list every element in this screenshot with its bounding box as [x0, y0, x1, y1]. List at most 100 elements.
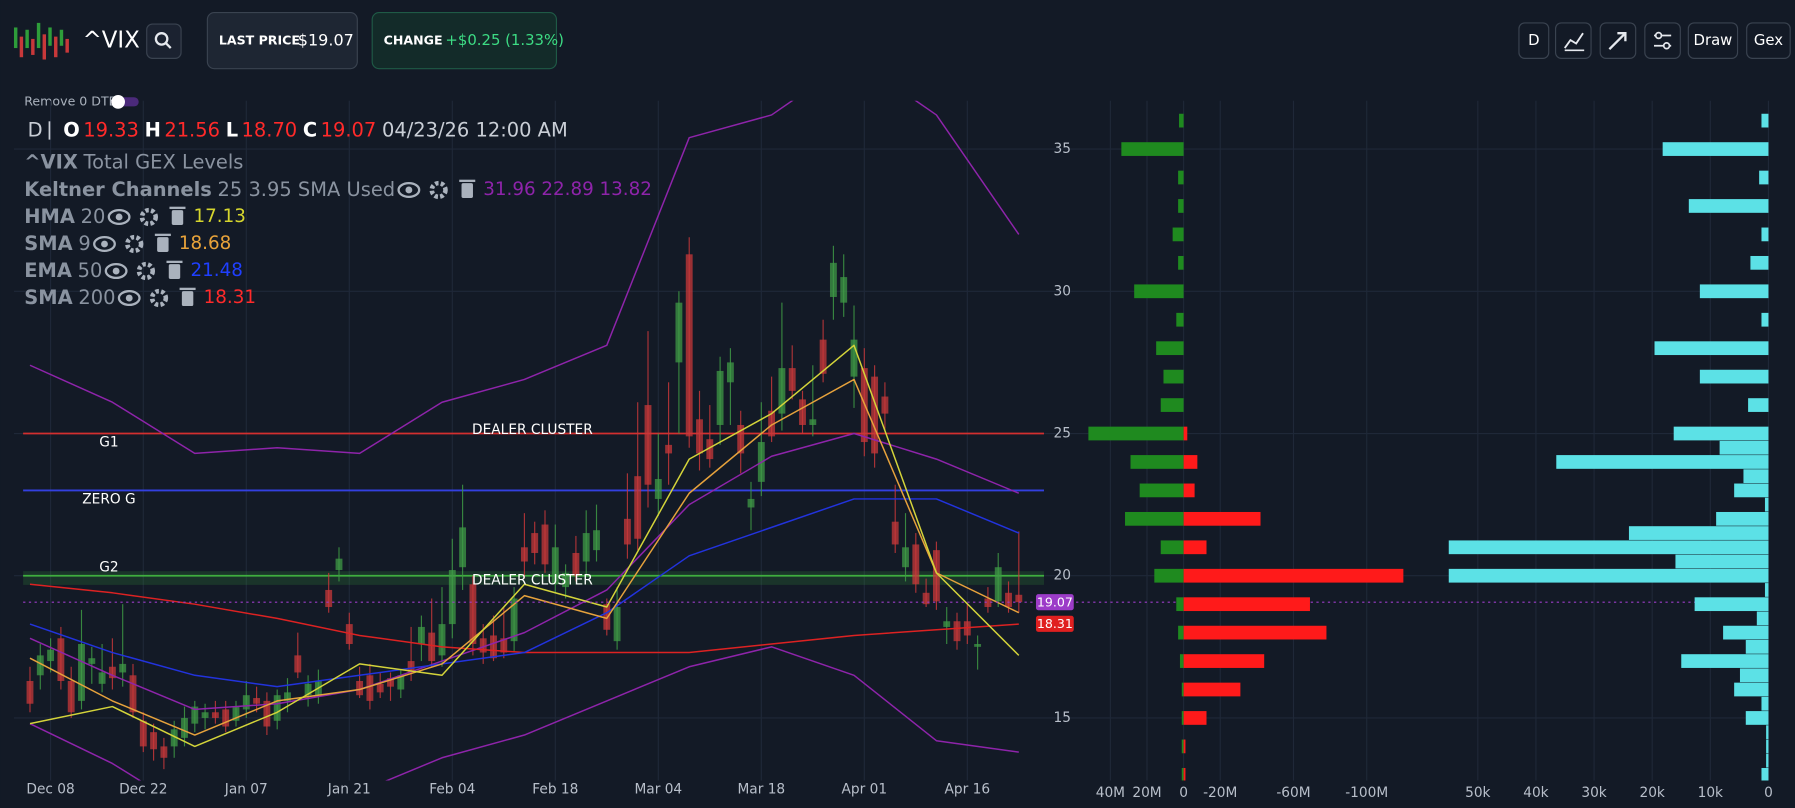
button-frame: [1687, 22, 1739, 59]
candle-body: [726, 362, 734, 383]
change-box: [371, 12, 558, 70]
gex-bar: [1766, 753, 1769, 768]
x-tick-label: Dec 08: [26, 782, 74, 798]
gex-bar: [1183, 483, 1195, 498]
price-tag: [1035, 615, 1074, 632]
draw-button[interactable]: Draw: [1687, 22, 1739, 59]
candle-body: [459, 527, 467, 568]
candle-body: [67, 680, 75, 713]
gex-bar: [1723, 625, 1769, 640]
x-tick-label: Dec 22: [119, 782, 167, 798]
button-frame: [146, 23, 182, 59]
gex-bar: [1139, 483, 1184, 498]
trend-button[interactable]: [1599, 22, 1637, 59]
candle-body: [366, 675, 374, 701]
button-icon: [1662, 42, 1671, 50]
gex-bar: [1745, 639, 1769, 654]
gex-bar: [1179, 654, 1184, 668]
candle-body: [500, 638, 508, 653]
indicators-button[interactable]: [1555, 22, 1592, 59]
y-tick-label: 35: [1054, 141, 1071, 157]
gear-icon: [429, 180, 448, 200]
gex-bar: [1748, 398, 1769, 412]
y-tick-label: 25: [1054, 426, 1071, 442]
legend-text: SMA: [24, 232, 72, 255]
gex-bar: [1156, 341, 1184, 356]
legend-text: 21.56: [164, 118, 220, 141]
ticker: ^VIX: [83, 28, 140, 54]
logo-bar: [36, 22, 41, 49]
search-icon: [154, 32, 169, 46]
logo-bar: [48, 27, 52, 46]
candle-body: [881, 396, 889, 414]
candle-body: [325, 589, 333, 608]
gex-bar: [1719, 440, 1769, 455]
candle-body: [706, 439, 714, 460]
candle-body: [510, 598, 518, 642]
x-tick-label: Feb 04: [429, 782, 475, 798]
candle-body: [57, 638, 65, 681]
x-tick-label: Apr 16: [945, 782, 991, 798]
gex-bar: [1183, 511, 1261, 526]
candle-body: [78, 643, 85, 701]
interval-button[interactable]: D: [1518, 22, 1550, 59]
price-tag-label: 19.07: [1037, 594, 1073, 609]
eye-icon: [115, 213, 123, 221]
indicator-line: [29, 498, 1020, 688]
settings-button[interactable]: [1644, 22, 1681, 59]
gex-bar: [1178, 199, 1184, 213]
indicator-name: EMA 50: [24, 259, 102, 282]
candle-body: [397, 675, 405, 690]
legend-text: 22.89: [541, 179, 593, 200]
candle-body: [273, 695, 281, 721]
gex-bar: [1743, 469, 1769, 484]
eye-icon: [104, 263, 128, 280]
gex-button[interactable]: Gex: [1746, 22, 1791, 59]
search-button[interactable]: [146, 23, 182, 59]
indicator-icons: [93, 233, 171, 254]
candle-body: [685, 254, 693, 437]
gex-bar: [1448, 540, 1769, 555]
legend-text: 17.13: [194, 206, 246, 227]
legend-text: SMA: [24, 286, 72, 309]
y-tick-label: 15: [1054, 710, 1071, 726]
eye-icon: [101, 240, 108, 248]
gex-bar: [1183, 540, 1207, 555]
candle-body: [984, 598, 992, 608]
candle-body: [387, 678, 394, 687]
gex-bar: [1088, 426, 1184, 441]
trash-icon: [166, 260, 183, 264]
candle-body: [809, 419, 817, 425]
legend-text: 31.96: [483, 179, 535, 200]
level-note: DEALER CLUSTER: [472, 572, 593, 588]
indicator-line: [29, 378, 1020, 736]
indicator-name: SMA 200: [24, 286, 115, 309]
indicator-line: [29, 100, 1020, 455]
eye-icon: [405, 186, 413, 194]
toggle[interactable]: [111, 94, 139, 109]
trash-icon: [157, 237, 169, 253]
indicator-values: 17.13: [194, 206, 246, 227]
x-tick-label: 50k: [1465, 785, 1490, 801]
x-tick-label: 40k: [1523, 785, 1548, 801]
x-tick-label: Apr 01: [842, 782, 888, 798]
gex-bar: [1176, 312, 1184, 327]
candle-body: [932, 550, 940, 602]
gex-bar: [1699, 284, 1769, 299]
logo-bar: [13, 27, 18, 49]
candle-body: [150, 732, 158, 750]
x-tick-label: 0: [1179, 785, 1188, 801]
indicator-values: 18.31: [204, 287, 256, 308]
candle-body: [181, 717, 188, 738]
logo-bar: [25, 29, 29, 49]
x-tick-label: 0: [1764, 785, 1773, 801]
candle-body: [232, 706, 240, 721]
gex-bar: [1675, 554, 1769, 569]
price-tag-label: 18.31: [1037, 616, 1073, 631]
gear-icon: [143, 268, 149, 274]
x-tick-label: 20k: [1639, 785, 1664, 801]
button-icon: [1563, 32, 1584, 49]
legend-text: 200: [78, 286, 115, 309]
last-price-label: LAST PRICE: [219, 33, 300, 48]
price-plot: [26, 100, 1023, 781]
